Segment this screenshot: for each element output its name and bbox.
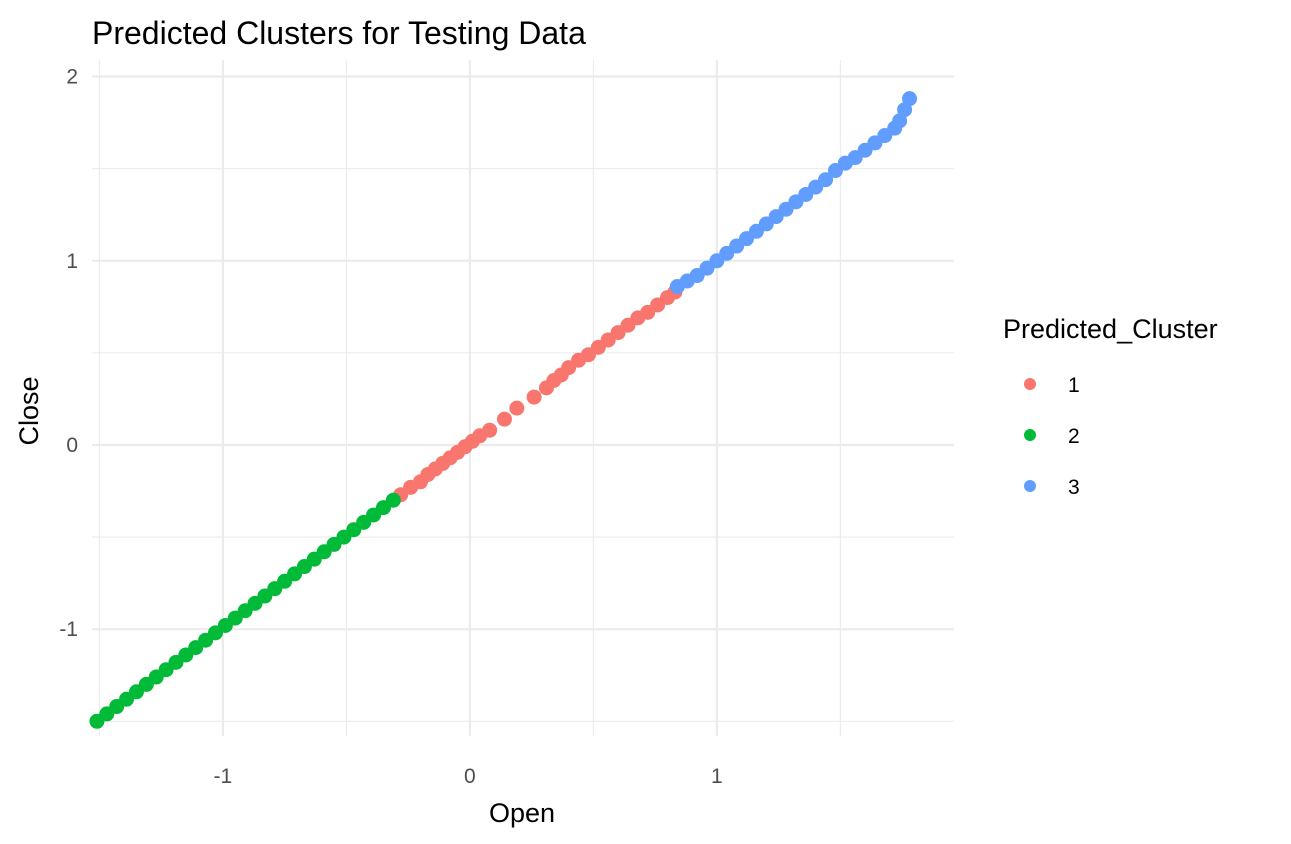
y-tick-label: 0: [66, 434, 78, 457]
points-layer: [89, 91, 918, 729]
data-point-cluster-2: [385, 492, 401, 508]
y-tick-label: 1: [66, 250, 78, 273]
data-point-cluster-1: [526, 389, 542, 405]
legend-key-1: [1024, 378, 1036, 390]
y-axis-ticks: -1 0 1 2: [59, 66, 78, 642]
y-tick-label: -1: [59, 618, 78, 641]
legend-title: Predicted_Cluster: [1003, 314, 1218, 344]
grid: [92, 60, 954, 736]
y-tick-label: 2: [66, 66, 78, 89]
data-point-cluster-3: [902, 91, 918, 107]
legend-key-2: [1024, 429, 1036, 441]
y-axis-title: Close: [14, 376, 44, 445]
legend-key-3: [1024, 480, 1036, 492]
data-point-cluster-1: [509, 400, 525, 416]
x-axis-ticks: -1 0 1: [214, 765, 723, 788]
x-tick-label: 1: [711, 765, 723, 788]
legend-label-1: 1: [1068, 374, 1080, 397]
legend-items: 1 2 3: [1024, 374, 1080, 499]
x-axis-title: Open: [489, 798, 555, 828]
data-point-cluster-1: [482, 422, 498, 438]
x-tick-label: 0: [464, 765, 476, 788]
x-tick-label: -1: [214, 765, 233, 788]
chart-title: Predicted Clusters for Testing Data: [92, 15, 586, 51]
legend-label-3: 3: [1068, 476, 1080, 499]
data-point-cluster-1: [496, 411, 512, 427]
legend: Predicted_Cluster 1 2 3: [1003, 314, 1218, 499]
legend-label-2: 2: [1068, 425, 1080, 448]
data-point-cluster-3: [818, 172, 834, 188]
